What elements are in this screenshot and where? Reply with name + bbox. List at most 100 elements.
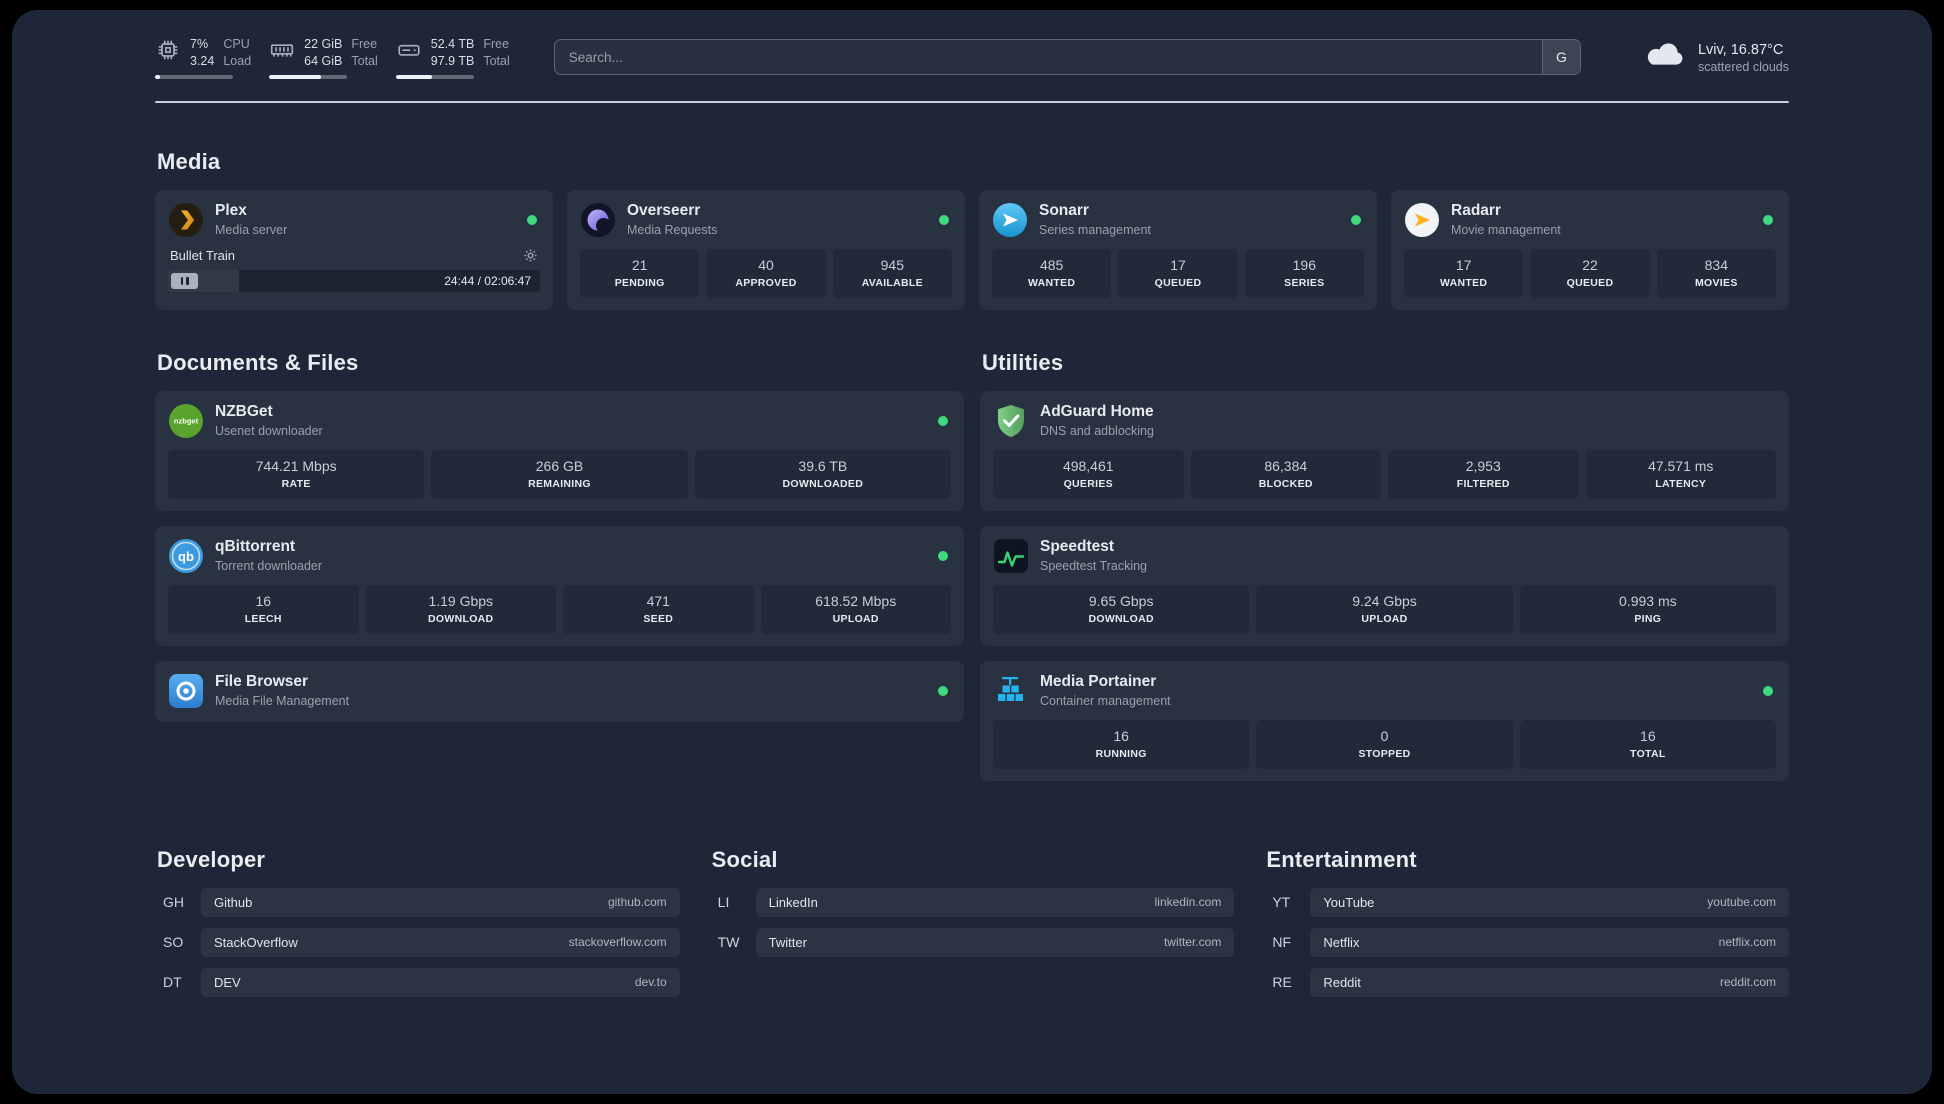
section-title-developer: Developer — [157, 846, 266, 872]
stat-rate: 744.21 Mbps RATE — [168, 449, 425, 499]
cpu-progress-bar — [155, 74, 233, 79]
stat-download: 1.19 Gbps DOWNLOAD — [365, 584, 556, 634]
bookmarks-entertainment: Entertainment YT YouTube youtube.com NF … — [1264, 847, 1789, 1008]
cpu-widget: 7% 3.24 CPU Load — [155, 36, 251, 79]
bookmarks-social: Social LI LinkedIn linkedin.com TW Twitt… — [710, 847, 1235, 968]
disk-free-label: Free — [483, 37, 510, 51]
service-name: Sonarr — [1039, 202, 1089, 220]
bookmark-domain: youtube.com — [1707, 895, 1776, 910]
search-provider-button[interactable]: G — [1541, 40, 1580, 75]
service-card-filebrowser[interactable]: File Browser Media File Management — [155, 660, 964, 722]
search-input[interactable] — [553, 39, 1581, 76]
bookmark-stackoverflow[interactable]: SO StackOverflow stackoverflow.com — [155, 927, 680, 957]
bookmark-name: Github — [214, 894, 253, 910]
service-card-qbittorrent[interactable]: qb qBittorrent Torrent downloader 16 LEE… — [155, 525, 964, 646]
service-card-portainer[interactable]: Media Portainer Container management 16 … — [980, 660, 1789, 781]
resource-widgets: 7% 3.24 CPU Load 22 GiB — [155, 36, 510, 79]
stat-wanted: 485 WANTED — [992, 248, 1112, 298]
cpu-label: CPU — [223, 37, 250, 51]
memory-free-label: Free — [351, 37, 378, 51]
topbar-divider — [155, 100, 1789, 103]
bookmark-name: YouTube — [1323, 894, 1375, 910]
radarr-icon — [1404, 202, 1440, 238]
service-name: Media Portainer — [1040, 673, 1157, 691]
bookmark-abbr: LI — [717, 894, 730, 911]
bookmarks-developer: Developer GH Github github.com SO StackO… — [155, 847, 680, 1008]
portainer-icon — [993, 673, 1029, 709]
bookmark-abbr: RE — [1272, 974, 1292, 991]
overseerr-icon — [580, 202, 616, 238]
adguard-icon — [993, 403, 1029, 439]
service-card-adguard[interactable]: AdGuard Home DNS and adblocking 498,461 … — [980, 390, 1789, 511]
status-dot — [938, 550, 948, 561]
bookmark-name: Netflix — [1323, 934, 1360, 950]
stat-movies: 834 MOVIES — [1656, 248, 1776, 298]
stat-upload: 9.24 Gbps UPLOAD — [1256, 584, 1513, 634]
stat-running: 16 RUNNING — [993, 719, 1250, 769]
stat-download: 9.65 Gbps DOWNLOAD — [993, 584, 1250, 634]
memory-stick-icon — [269, 37, 295, 68]
stat-approved: 40 APPROVED — [706, 248, 826, 298]
stat-queued: 22 QUEUED — [1530, 248, 1650, 298]
memory-total: 64 GiB — [304, 53, 343, 68]
service-subtitle: Media File Management — [215, 694, 350, 709]
weather-location: Lviv, 16.87°C — [1697, 41, 1784, 58]
service-card-nzbget[interactable]: nzbget NZBGet Usenet downloader 744.21 M… — [155, 390, 964, 511]
hard-drive-icon — [396, 37, 422, 68]
stat-latency: 47.571 ms LATENCY — [1585, 449, 1776, 499]
disk-total: 97.9 TB — [430, 53, 475, 68]
search-bar: G — [553, 39, 1581, 76]
stat-pending: 21 PENDING — [580, 248, 700, 298]
sonarr-icon — [992, 202, 1028, 238]
stat-queries: 498,461 QUERIES — [993, 449, 1184, 499]
bookmark-name: DEV — [214, 974, 241, 990]
stat-stopped: 0 STOPPED — [1256, 719, 1513, 769]
stat-seed: 471 SEED — [563, 584, 754, 634]
speedtest-icon — [993, 538, 1029, 574]
bookmark-reddit[interactable]: RE Reddit reddit.com — [1264, 967, 1789, 997]
disk-free: 52.4 TB — [430, 37, 475, 51]
status-dot — [527, 214, 537, 225]
stat-wanted: 17 WANTED — [1404, 248, 1524, 298]
service-card-plex[interactable]: Plex Media server Bullet Train 24:44 / 0… — [155, 189, 553, 310]
pause-button[interactable] — [171, 272, 198, 289]
playback-time: 24:44 / 02:06:47 — [444, 273, 531, 288]
section-title-social: Social — [711, 846, 778, 872]
service-card-radarr[interactable]: Radarr Movie management 17 WANTED 22 QUE… — [1391, 189, 1789, 310]
memory-free: 22 GiB — [304, 37, 343, 51]
cpu-chip-icon — [155, 37, 181, 68]
filebrowser-icon — [168, 673, 204, 709]
status-dot — [938, 415, 948, 426]
now-playing-title: Bullet Train — [170, 247, 236, 263]
bookmark-linkedin[interactable]: LI LinkedIn linkedin.com — [710, 887, 1235, 917]
stat-remaining: 266 GB REMAINING — [431, 449, 688, 499]
weather-widget[interactable]: Lviv, 16.87°C scattered clouds — [1643, 39, 1789, 75]
bookmark-domain: stackoverflow.com — [568, 935, 667, 950]
gear-icon[interactable] — [523, 248, 538, 263]
stat-available: 945 AVAILABLE — [832, 248, 952, 298]
service-card-overseerr[interactable]: Overseerr Media Requests 21 PENDING 40 A… — [567, 189, 965, 310]
service-subtitle: Usenet downloader — [215, 424, 323, 439]
bookmark-domain: github.com — [607, 895, 667, 910]
nzbget-icon: nzbget — [168, 403, 204, 439]
bookmark-youtube[interactable]: YT YouTube youtube.com — [1264, 887, 1789, 917]
bookmark-domain: linkedin.com — [1154, 895, 1222, 910]
section-title-media: Media — [157, 148, 221, 174]
service-card-sonarr[interactable]: Sonarr Series management 485 WANTED 17 Q… — [979, 189, 1377, 310]
bookmark-dev[interactable]: DT DEV dev.to — [155, 967, 680, 997]
status-dot — [939, 214, 949, 225]
service-card-speedtest[interactable]: Speedtest Speedtest Tracking 9.65 Gbps D… — [980, 525, 1789, 646]
bookmark-twitter[interactable]: TW Twitter twitter.com — [710, 927, 1235, 957]
bookmark-name: Twitter — [768, 934, 807, 950]
service-name: AdGuard Home — [1040, 403, 1154, 421]
media-progress-bar[interactable]: 24:44 / 02:06:47 — [168, 269, 540, 292]
top-bar: 7% 3.24 CPU Load 22 GiB — [155, 36, 1789, 79]
service-name: Radarr — [1451, 202, 1501, 220]
qbittorrent-icon: qb — [168, 538, 204, 574]
section-title-entertainment: Entertainment — [1266, 846, 1417, 872]
utilities-column: Utilities AdGuard Home DNS and adblockin… — [980, 350, 1789, 781]
stat-filtered: 2,953 FILTERED — [1388, 449, 1579, 499]
stat-queued: 17 QUEUED — [1118, 248, 1238, 298]
bookmark-netflix[interactable]: NF Netflix netflix.com — [1264, 927, 1789, 957]
bookmark-github[interactable]: GH Github github.com — [155, 887, 680, 917]
